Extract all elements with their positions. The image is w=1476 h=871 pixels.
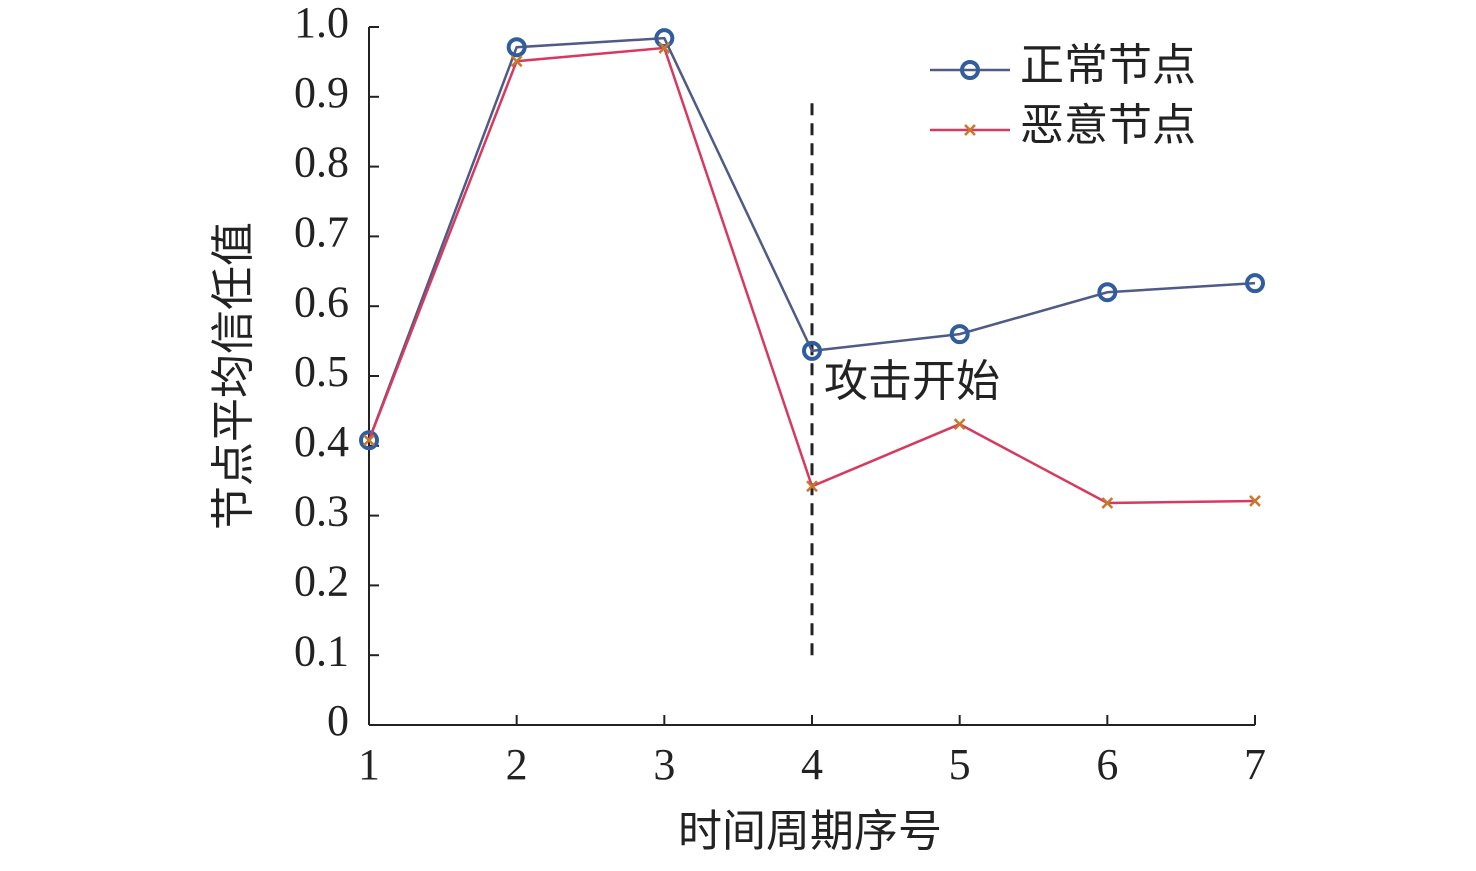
y-tick-label: 0.6 <box>294 277 349 326</box>
legend-label: 正常节点 <box>1020 41 1196 90</box>
y-tick-label: 0.3 <box>294 487 349 536</box>
y-tick-label: 0.9 <box>294 68 349 117</box>
point <box>506 37 527 58</box>
point <box>1249 495 1261 507</box>
y-tick-label: 0.7 <box>294 207 349 256</box>
point <box>802 340 822 361</box>
legend-marker <box>964 124 976 136</box>
series-line <box>367 36 1256 441</box>
legend-label: 恶意节点 <box>1020 101 1196 150</box>
point <box>949 324 970 345</box>
point <box>363 434 375 447</box>
x-tick-label: 4 <box>801 740 823 789</box>
x-tick-label: 7 <box>1244 740 1266 789</box>
x-tick-label: 6 <box>1096 740 1118 789</box>
y-tick-label: 0.1 <box>294 626 349 675</box>
point <box>1101 497 1114 509</box>
y-tick-label: 0.2 <box>294 556 349 605</box>
y-tick-label: 0.8 <box>294 138 349 187</box>
x-axis-label: 时间周期序号 <box>678 807 942 856</box>
y-tick-label: 0 <box>327 696 349 745</box>
x-tick-label: 3 <box>653 740 675 789</box>
point <box>1245 273 1265 294</box>
x-tick-label: 1 <box>358 740 380 789</box>
y-tick-label: 0.4 <box>294 417 349 466</box>
point <box>953 418 966 431</box>
legend-marker <box>960 60 980 80</box>
point <box>658 42 671 54</box>
y-tick-label: 0.5 <box>294 347 349 396</box>
y-axis-label: 节点平均信任值 <box>209 222 258 530</box>
annotation: 攻击开始 <box>824 357 1000 406</box>
y-tick-label: 1.0 <box>294 0 349 47</box>
point <box>510 55 523 68</box>
point <box>1097 282 1118 303</box>
point <box>359 430 379 451</box>
point <box>654 28 675 49</box>
point <box>806 480 818 493</box>
x-tick-label: 2 <box>506 740 528 789</box>
x-tick-label: 5 <box>949 740 971 789</box>
